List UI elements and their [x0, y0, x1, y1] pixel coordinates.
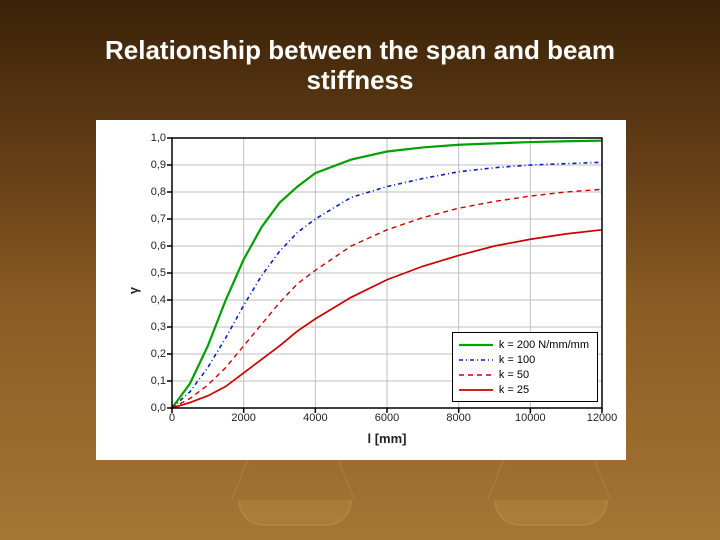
plot-area: 0,00,10,20,30,40,50,60,70,80,91,00200040…: [172, 138, 602, 408]
legend: k = 200 N/mm/mm k = 100 k = 50 k = 25: [452, 332, 598, 402]
title-line1: Relationship between the span and beam: [105, 35, 615, 65]
legend-label: k = 25: [499, 384, 529, 396]
x-tick-label: 2000: [231, 412, 255, 424]
y-tick-label: 0,5: [151, 267, 166, 279]
legend-label: k = 200 N/mm/mm: [499, 339, 589, 351]
legend-label: k = 50: [499, 369, 529, 381]
legend-swatch: [459, 384, 493, 396]
decorative-scale-pan-right: [494, 500, 608, 526]
y-tick-label: 0,9: [151, 159, 166, 171]
y-tick-label: 0,1: [151, 375, 166, 387]
x-tick-label: 12000: [587, 412, 618, 424]
x-axis-title: l [mm]: [172, 431, 602, 446]
legend-row: k = 25: [459, 382, 589, 397]
x-tick-label: 4000: [303, 412, 327, 424]
y-tick-label: 0,7: [151, 213, 166, 225]
legend-label: k = 100: [499, 354, 535, 366]
x-tick-label: 0: [169, 412, 175, 424]
title-line2: stiffness: [0, 66, 720, 96]
slide: Relationship between the span and beam s…: [0, 0, 720, 540]
y-tick-label: 0,3: [151, 321, 166, 333]
decorative-scale-chains-right: [494, 458, 604, 504]
y-tick-label: 0,2: [151, 348, 166, 360]
x-tick-label: 10000: [515, 412, 546, 424]
y-tick-label: 1,0: [151, 132, 166, 144]
legend-row: k = 50: [459, 367, 589, 382]
legend-row: k = 100: [459, 352, 589, 367]
legend-swatch: [459, 354, 493, 366]
y-tick-label: 0,0: [151, 402, 166, 414]
legend-swatch: [459, 339, 493, 351]
slide-title: Relationship between the span and beam s…: [0, 36, 720, 96]
y-tick-label: 0,4: [151, 294, 166, 306]
x-tick-label: 6000: [375, 412, 399, 424]
y-tick-label: 0,8: [151, 186, 166, 198]
chart-panel: γ 0,00,10,20,30,40,50,60,70,80,91,002000…: [96, 120, 626, 460]
legend-swatch: [459, 369, 493, 381]
legend-row: k = 200 N/mm/mm: [459, 337, 589, 352]
decorative-scale-chains-left: [238, 458, 348, 504]
y-tick-label: 0,6: [151, 240, 166, 252]
y-axis-title: γ: [126, 120, 142, 460]
x-tick-label: 8000: [446, 412, 470, 424]
decorative-scale-pan-left: [238, 500, 352, 526]
